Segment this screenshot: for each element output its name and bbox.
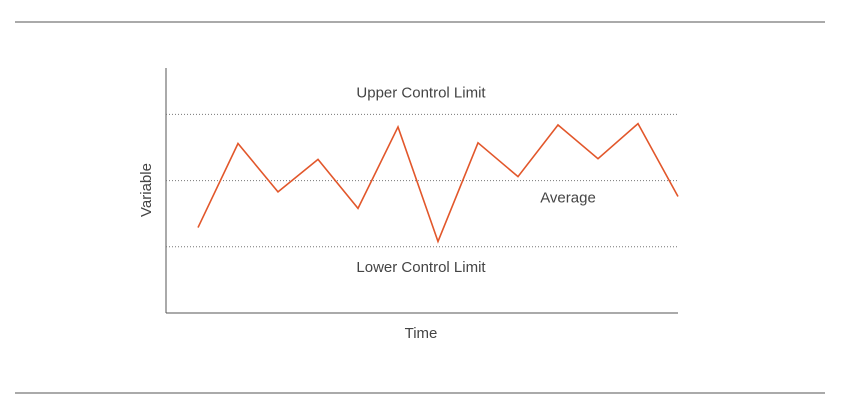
reference-label: Lower Control Limit	[356, 259, 486, 276]
reference-label: Upper Control Limit	[356, 84, 486, 101]
x-axis-label: Time	[405, 325, 438, 342]
y-axis-label: Variable	[138, 163, 155, 217]
reference-label: Average	[540, 190, 596, 207]
data-line	[197, 122, 679, 244]
